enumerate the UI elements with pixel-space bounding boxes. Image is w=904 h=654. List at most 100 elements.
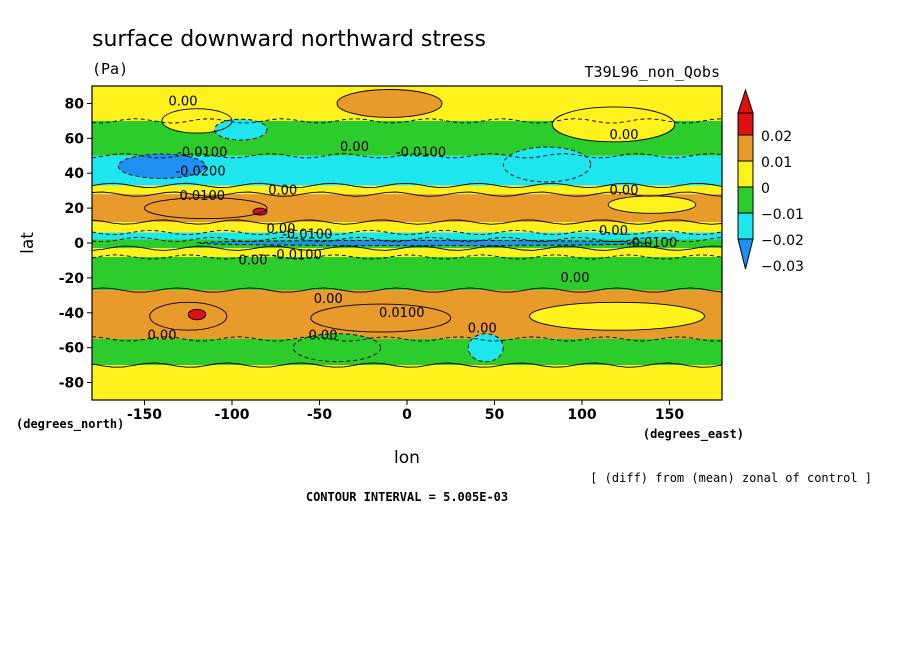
x-unit-label: (degrees_east) [643, 427, 744, 442]
contour-label-8: 0.00 [610, 184, 639, 199]
contour-ring-5 [502, 146, 592, 183]
contour-interval-text: CONTOUR INTERVAL = 5.005E-03 [306, 490, 508, 504]
contour-line-6 [92, 230, 722, 236]
contour-line-9 [92, 254, 722, 260]
contour-label-12: -0.0100 [627, 236, 677, 251]
contour-line-3 [92, 182, 722, 189]
contour-ring-2 [551, 106, 676, 143]
x-tick-label-0: -150 [127, 407, 162, 423]
zonal-band-12 [92, 365, 722, 400]
colorbar-bottom-arrow [737, 238, 754, 270]
y-tick-label-5: 20 [65, 201, 85, 217]
colorbar-swatch-4 [737, 212, 754, 240]
colorbar-label-1: 0.01 [761, 155, 792, 171]
contour-ring-12 [310, 303, 452, 333]
contour-ring-13 [467, 333, 504, 363]
chart-title: surface downward northward stress [92, 27, 486, 52]
note-text: [ (diff) from (mean) zonal of control ] [590, 471, 872, 485]
contour-label-2: 0.00 [340, 140, 369, 155]
contour-label-1: 0.00 [610, 128, 639, 143]
contour-label-19: 0.00 [148, 328, 177, 343]
contour-line-4 [92, 191, 722, 197]
contour-ring-11 [187, 308, 207, 321]
contour-ring-3 [214, 118, 268, 141]
x-axis-label: lon [394, 448, 420, 468]
colorbar-swatch-3 [737, 186, 754, 214]
contour-ring-15 [292, 333, 382, 363]
zonal-band-3 [92, 185, 722, 195]
zonal-band-8 [92, 248, 722, 257]
contour-ring-0 [336, 89, 443, 118]
anomaly-region-12 [310, 304, 451, 332]
contour-ring-8 [607, 195, 697, 214]
contour-ring-9 [196, 239, 653, 247]
anomaly-region-15 [293, 333, 381, 362]
colorbar-top-arrow [737, 88, 754, 114]
x-tick-label-5: 100 [567, 407, 596, 423]
contour-label-15: 0.00 [561, 271, 590, 286]
anomaly-region-5 [503, 147, 591, 182]
anomaly-region-1 [162, 108, 232, 134]
contour-ring-1 [161, 108, 233, 134]
zonal-band-11 [92, 338, 722, 366]
y-tick-label-3: -20 [59, 271, 85, 287]
contour-label-3: -0.0100 [396, 145, 446, 160]
x-tick-label-4: 50 [485, 407, 505, 423]
x-tick-label-3: 0 [402, 407, 412, 423]
colorbar-label-5: −0.03 [761, 259, 804, 275]
y-axis-label: lat [18, 232, 38, 254]
y-tick-label-6: 40 [65, 166, 85, 182]
y-tick-label-8: 80 [65, 96, 85, 112]
x-tick-label-6: 150 [655, 407, 684, 423]
contour-line-7 [92, 236, 722, 243]
experiment-label: T39L96_non_Qobs [585, 63, 720, 81]
anomaly-region-11 [188, 309, 206, 320]
colorbar-swatch-2 [737, 160, 754, 188]
colorbar: 0.02 0.01 0 −0.01 −0.02 −0.03 [737, 88, 804, 275]
contour-ring-6 [144, 197, 268, 220]
colorbar-label-2: 0 [761, 181, 770, 197]
y-tick-label-0: -80 [59, 376, 85, 392]
contour-label-7: 0.00 [268, 184, 297, 199]
anomaly-region-0 [337, 89, 442, 118]
y-tick-label-4: 0 [74, 236, 84, 252]
anomaly-region-14 [529, 302, 705, 331]
anomaly-region-13 [468, 333, 504, 362]
contour-line-10 [92, 287, 722, 293]
y-tick-label-2: -40 [59, 306, 85, 322]
contour-line-11 [92, 336, 722, 342]
anomaly-region-7 [253, 208, 267, 216]
anomaly-region-3 [214, 119, 267, 141]
contour-line-8 [92, 245, 722, 251]
contour-label-16: 0.00 [314, 292, 343, 307]
contour-label-18: 0.00 [468, 321, 497, 336]
colorbar-label-0: 0.02 [761, 129, 792, 145]
contour-label-5: -0.0200 [175, 164, 225, 179]
contour-line-12 [92, 362, 722, 368]
contour-ring-7 [252, 207, 268, 216]
contour-label-4: -0.0100 [177, 145, 227, 160]
y-unit-label: (degrees_north) [16, 417, 124, 432]
zonal-band-9 [92, 256, 722, 291]
contour-label-10: -0.0100 [282, 227, 332, 242]
colorbar-swatch-0 [737, 112, 754, 136]
contour-ring-4 [117, 153, 207, 179]
anomaly-region-6 [144, 197, 267, 219]
contour-label-11: 0.00 [599, 224, 628, 239]
anomaly-region-2 [552, 106, 675, 142]
contour-line-5 [92, 219, 722, 225]
contour-label-17: 0.0100 [379, 306, 425, 321]
x-tick-label-1: -100 [214, 407, 249, 423]
anomaly-region-4 [118, 154, 206, 179]
contour-label-13: 0.00 [239, 253, 268, 268]
x-axis: -150 -100 -50 0 50 100 150 [127, 400, 684, 423]
anomaly-region-8 [608, 195, 696, 214]
contour-label-20: 0.00 [309, 328, 338, 343]
y-tick-label-7: 60 [65, 131, 85, 147]
contour-line-2 [92, 153, 722, 159]
contour-ring-14 [529, 301, 705, 331]
contour-ring-10 [149, 301, 228, 331]
contour-label-6: 0.0100 [180, 189, 226, 204]
